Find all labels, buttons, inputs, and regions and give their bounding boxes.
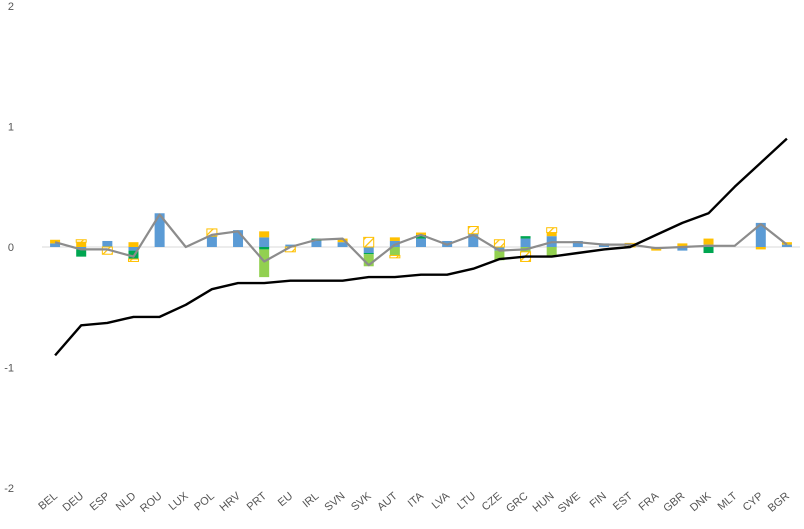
x-tick-label: LTU xyxy=(455,490,478,512)
bar-segment xyxy=(467,226,479,235)
gray-series-line xyxy=(54,213,788,267)
bar-segment xyxy=(363,254,374,267)
black-series-line xyxy=(54,137,788,357)
bar-segment xyxy=(76,249,87,257)
bar-segment xyxy=(75,239,87,243)
y-tick-label: -2 xyxy=(4,483,14,495)
bar-segment xyxy=(703,238,714,245)
bar-segment xyxy=(416,234,426,239)
bar-segment xyxy=(76,242,87,247)
x-tick-label: BGR xyxy=(766,490,792,515)
bar-segment xyxy=(493,239,505,248)
y-tick-label: 0 xyxy=(8,242,14,254)
bar-segment xyxy=(677,247,688,251)
bar-segment xyxy=(546,247,557,257)
bar-segment xyxy=(494,247,505,251)
x-tick-label: SVK xyxy=(349,490,374,514)
bar-segment xyxy=(572,240,583,247)
bar-segment xyxy=(50,243,61,247)
bar-segment xyxy=(128,242,139,247)
y-tick-label: -1 xyxy=(4,363,14,375)
bar-segment xyxy=(206,228,218,237)
bar-segment xyxy=(520,238,531,247)
x-tick-label: CZE xyxy=(480,490,505,513)
x-tick-label: DEU xyxy=(61,490,87,514)
x-tick-label: LUX xyxy=(167,490,192,513)
x-tick-label: SVN xyxy=(322,490,347,514)
bar-segment xyxy=(389,247,400,256)
x-tick-label: FRA xyxy=(637,490,662,514)
bar-segment xyxy=(389,254,401,259)
x-tick-label: POL xyxy=(192,490,217,513)
x-tick-label: GBR xyxy=(661,490,687,515)
bar-segment xyxy=(128,247,139,251)
bar-segment xyxy=(206,236,217,247)
x-tick-label: NLD xyxy=(114,490,139,513)
x-tick-label: CYP xyxy=(741,490,766,514)
bar-segment xyxy=(76,247,87,250)
x-tick-label: ITA xyxy=(406,490,427,510)
x-tick-label: IRL xyxy=(301,490,322,510)
x-tick-label: BEL xyxy=(36,490,60,513)
bar-segment xyxy=(363,253,374,255)
bar-segment xyxy=(154,213,165,247)
bar-segment xyxy=(546,232,557,237)
bar-segment xyxy=(102,240,113,247)
bar-segment xyxy=(755,222,766,247)
bar-segment xyxy=(468,233,479,247)
bar-segment xyxy=(363,236,375,248)
bar-segment xyxy=(755,247,766,250)
bar-segment xyxy=(416,232,426,235)
bar-segment xyxy=(337,242,348,247)
x-tick-label: DNK xyxy=(688,490,714,515)
bar-segment xyxy=(259,237,270,247)
bar-segment xyxy=(337,238,348,243)
x-tick-label: ROU xyxy=(138,490,164,515)
bar-segment xyxy=(546,227,558,234)
bar-segment xyxy=(416,238,426,247)
x-tick-label: GRC xyxy=(504,490,530,515)
x-tick-label: ESP xyxy=(88,490,113,513)
x-tick-label: AUT xyxy=(375,490,400,514)
bar-segment xyxy=(259,231,270,238)
bar-segment xyxy=(311,240,322,247)
x-tick-label: MLT xyxy=(716,490,740,513)
x-tick-label: HRV xyxy=(218,490,244,514)
bar-segment xyxy=(50,239,61,244)
x-tick-label: SWE xyxy=(556,490,583,515)
bar-segment xyxy=(651,248,662,251)
bar-segment xyxy=(363,247,374,254)
bar-segment xyxy=(389,237,400,241)
y-tick-label: 1 xyxy=(8,122,14,134)
x-tick-label: FIN xyxy=(588,490,609,511)
bar-segment xyxy=(285,244,296,247)
x-tick-label: PRT xyxy=(245,490,270,513)
bar-segment xyxy=(494,250,505,261)
x-tick-label: HUN xyxy=(531,490,557,515)
bar-segment xyxy=(677,243,688,247)
bar-segment xyxy=(127,258,139,262)
x-tick-label: EST xyxy=(611,490,635,513)
bar-segment xyxy=(233,230,244,247)
bar-segment xyxy=(781,244,792,247)
bar-segment xyxy=(703,247,714,254)
bar-segment xyxy=(259,247,270,250)
bar-segment xyxy=(520,236,531,239)
x-tick-label: EU xyxy=(276,490,295,509)
x-tick-label: LVA xyxy=(430,490,453,512)
lines xyxy=(54,137,788,357)
y-tick-label: 2 xyxy=(8,1,14,13)
bar-segment xyxy=(259,249,270,278)
